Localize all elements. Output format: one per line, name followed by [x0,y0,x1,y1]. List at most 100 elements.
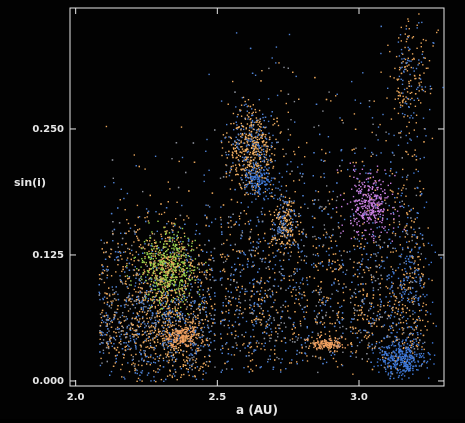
scatter-point [193,356,195,358]
scatter-point [296,268,298,270]
scatter-point [330,240,332,242]
scatter-point [289,173,291,175]
scatter-point [131,298,133,300]
scatter-point [182,354,184,357]
scatter-point [206,217,208,220]
scatter-point [163,257,165,259]
scatter-point [332,310,334,312]
scatter-point [292,288,294,291]
scatter-point [100,357,102,360]
scatter-point [282,229,284,231]
scatter-point [166,223,168,225]
scatter-point [187,252,189,255]
scatter-point [373,323,375,325]
scatter-point [372,275,375,278]
scatter-point [379,246,381,248]
scatter-point [366,242,369,244]
scatter-point [424,341,426,344]
scatter-point [254,349,257,351]
scatter-point [399,201,401,203]
scatter-point [156,285,159,287]
scatter-point [255,364,257,367]
scatter-point [110,253,112,255]
scatter-point [254,254,256,257]
scatter-point [146,290,148,292]
scatter-point [250,255,253,258]
scatter-point [304,318,306,320]
scatter-point [125,303,127,306]
scatter-point [99,331,101,333]
scatter-point [111,345,113,347]
scatter-point [178,258,181,260]
scatter-point [267,310,269,312]
scatter-point [298,213,300,215]
scatter-point [101,334,103,336]
scatter-point [338,264,341,266]
scatter-point [198,324,200,326]
scatter-point [169,251,171,254]
scatter-point [312,175,314,177]
scatter-point [402,248,404,251]
scatter-point [211,267,213,270]
scatter-point [135,353,137,356]
scatter-point [367,347,369,349]
scatter-point [220,141,223,144]
scatter-point [125,316,127,318]
scatter-point [220,223,222,225]
scatter-point [113,337,115,340]
scatter-point [352,266,355,269]
scatter-point [206,271,208,273]
scatter-point [202,264,205,266]
scatter-point [411,328,414,330]
scatter-point [291,295,293,297]
scatter-point [153,376,155,378]
scatter-point [276,141,278,144]
scatter-point [106,277,108,279]
scatter-point [152,267,154,269]
scatter-point [293,100,296,103]
scatter-point [126,318,128,320]
scatter-point [127,362,129,364]
scatter-point [110,212,113,215]
scatter-point [120,280,122,282]
scatter-point [372,294,375,296]
scatter-point [399,284,401,287]
scatter-point [138,273,141,275]
scatter-point [373,277,375,279]
scatter-point [160,278,163,281]
scatter-point [129,252,131,255]
scatter-point [236,305,238,307]
scatter-point [123,342,125,344]
scatter-point [242,182,245,184]
scatter-point [273,349,276,351]
scatter-point [250,228,253,231]
scatter-point [338,227,340,229]
scatter-point [222,304,224,307]
scatter-point [182,248,184,250]
scatter-point [278,226,280,228]
scatter-point [144,294,146,296]
scatter-point [394,201,396,203]
scatter-point [162,343,164,345]
scatter-point [166,264,169,267]
scatter-point [304,342,306,344]
scatter-point [406,87,408,89]
scatter-point [364,147,366,149]
scatter-point [390,118,393,120]
scatter-point [420,352,422,355]
scatter-point [268,334,270,337]
scatter-point [241,269,243,271]
scatter-point [281,358,283,360]
scatter-point [154,329,157,332]
scatter-point [302,283,304,285]
scatter-point [169,188,171,190]
scatter-point [110,320,112,323]
scatter-point [155,278,157,280]
scatter-point [122,312,124,314]
scatter-point [198,289,201,291]
scatter-point [127,348,129,350]
scatter-point [375,154,378,157]
scatter-point [380,265,382,267]
scatter-point [342,122,344,124]
scatter-point [106,241,108,244]
